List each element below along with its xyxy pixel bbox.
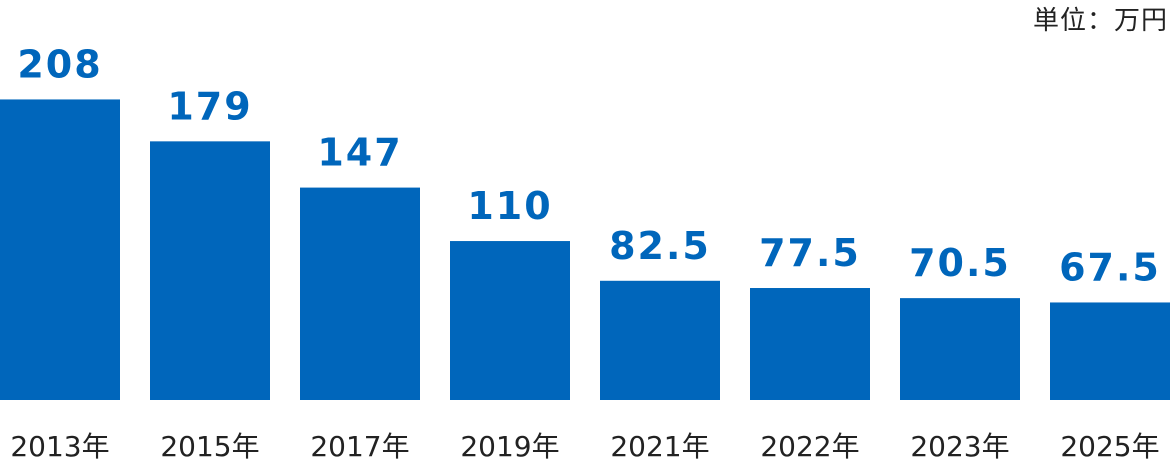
bar-2015年 [150,141,270,400]
bar-2013年 [0,99,120,400]
bar-2022年 [750,288,870,400]
category-label: 2025年 [1060,430,1159,462]
value-label: 110 [467,184,552,228]
value-label: 208 [17,42,102,86]
bar-2023年 [900,298,1020,400]
value-label: 147 [317,131,402,175]
category-label: 2021年 [610,430,709,462]
bar-2025年 [1050,302,1170,400]
bar-2021年 [600,280,720,400]
value-label: 70.5 [909,241,1011,285]
value-label: 67.5 [1059,245,1161,289]
category-label: 2015年 [160,430,259,462]
unit-label: 単位：万円 [1032,6,1168,36]
category-label: 2022年 [760,430,859,462]
category-label: 2019年 [460,430,559,462]
bar-2019年 [450,241,570,400]
category-label: 2017年 [310,430,409,462]
value-label: 77.5 [759,231,861,275]
category-label: 2023年 [910,430,1009,462]
value-label: 82.5 [609,224,711,268]
value-label: 179 [167,84,252,128]
bar-2017年 [300,187,420,400]
category-label: 2013年 [10,430,109,462]
